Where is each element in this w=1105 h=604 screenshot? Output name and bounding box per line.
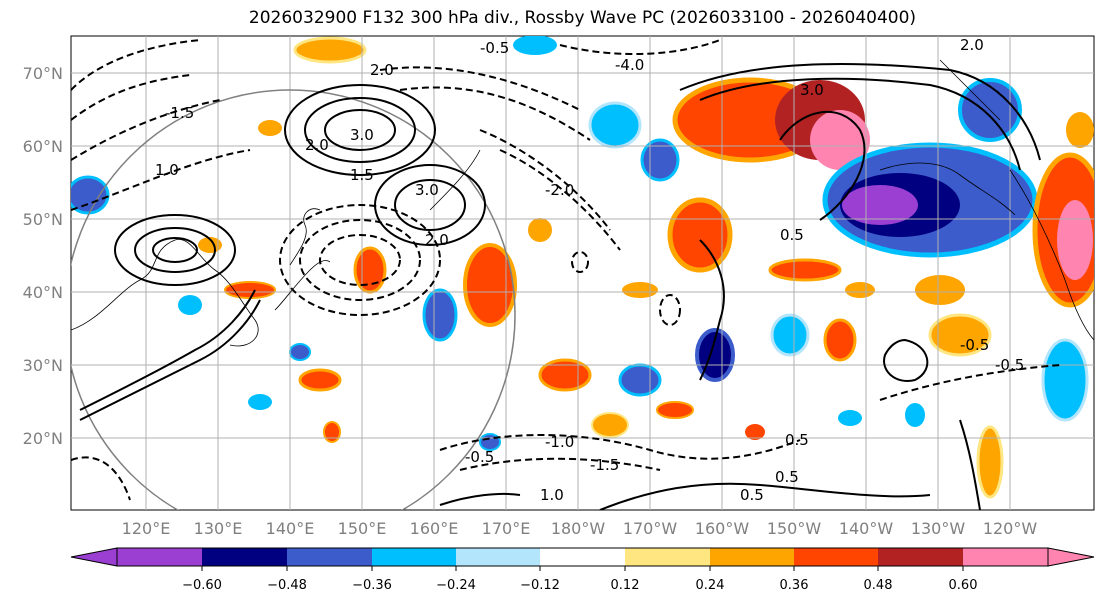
contour-label: 2.0 bbox=[370, 61, 394, 79]
longitude-axis: 120°E 130°E 140°E 150°E 160°E 170°E 180°… bbox=[122, 519, 1038, 538]
map-panel: 3.0 3.0 3.0 2.0 2.0 2.0 2.0 1.0 1.0 -0.5… bbox=[70, 35, 1095, 511]
lat-label: 60°N bbox=[23, 137, 63, 156]
contour-label: -1.5 bbox=[590, 456, 619, 474]
contour-label: 1.0 bbox=[155, 161, 179, 179]
lat-label: 40°N bbox=[23, 283, 63, 302]
colorbar-tick-label: −0.60 bbox=[182, 578, 222, 593]
colorbar-ticks bbox=[201, 566, 964, 571]
colorbar-tick-label: 0.12 bbox=[611, 578, 640, 593]
colorbar-tick-label: −0.36 bbox=[352, 578, 392, 593]
colorbar-segment bbox=[372, 548, 456, 566]
contour-labels: 3.0 3.0 3.0 2.0 2.0 2.0 2.0 1.0 1.0 -0.5… bbox=[155, 36, 1024, 504]
colorbar-segment bbox=[117, 548, 202, 566]
contour-label: 0.5 bbox=[775, 468, 799, 486]
contour-label: 3.0 bbox=[800, 81, 824, 99]
lon-label: 120°W bbox=[983, 519, 1038, 538]
colorbar-tick-label: 0.48 bbox=[864, 578, 893, 593]
contour-label: -1.0 bbox=[545, 433, 574, 451]
colorbar-segment bbox=[878, 548, 963, 566]
lon-label: 130°W bbox=[911, 519, 966, 538]
contour-label: -0.5 bbox=[465, 448, 494, 466]
colorbar-tick-label: −0.48 bbox=[267, 578, 307, 593]
colorbar-segment bbox=[287, 548, 372, 566]
lon-label: 150°E bbox=[338, 519, 387, 538]
contour-label: 2.0 bbox=[305, 136, 329, 154]
contour-label: 1.5 bbox=[350, 166, 374, 184]
colorbar-tick-label: 0.24 bbox=[696, 578, 725, 593]
colorbar-segment bbox=[794, 548, 878, 566]
lon-label: 170°W bbox=[623, 519, 678, 538]
lon-label: 170°E bbox=[482, 519, 531, 538]
contour-label: 3.0 bbox=[350, 126, 374, 144]
lon-label: 140°E bbox=[266, 519, 315, 538]
map-title: 2026032900 F132 300 hPa div., Rossby Wav… bbox=[248, 8, 917, 28]
colorbar-segment bbox=[963, 548, 1048, 566]
contour-label: 2.0 bbox=[960, 36, 984, 54]
contour-label: -1.5 bbox=[165, 104, 194, 122]
range-circle bbox=[71, 89, 516, 510]
colorbar-segment bbox=[625, 548, 710, 566]
contour-label: 3.0 bbox=[415, 181, 439, 199]
colorbar: −0.60 −0.48 −0.36 −0.24 −0.12 0.12 0.24 … bbox=[70, 547, 1095, 593]
contour-label: 0.5 bbox=[740, 486, 764, 504]
colorbar-extend-left bbox=[70, 547, 118, 567]
shaded-divergence-field bbox=[71, 36, 1094, 499]
contour-label: 2.0 bbox=[425, 231, 449, 249]
colorbar-tick-label: 0.36 bbox=[780, 578, 809, 593]
colorbar-segment bbox=[456, 548, 540, 566]
lat-label: 50°N bbox=[23, 210, 63, 229]
latitude-axis: 70°N 60°N 50°N 40°N 30°N 20°N bbox=[23, 64, 63, 448]
contours-positive bbox=[79, 63, 1041, 510]
contour-label: -0.5 bbox=[995, 356, 1024, 374]
colorbar-tick-label: −0.12 bbox=[520, 578, 560, 593]
lon-label: 180°W bbox=[551, 519, 606, 538]
colorbar-tick-label: −0.24 bbox=[436, 578, 476, 593]
colorbar-extend-right bbox=[1047, 547, 1095, 567]
contour-label: -0.5 bbox=[480, 39, 509, 57]
contours-negative bbox=[71, 39, 1061, 501]
contour-label: 0.5 bbox=[785, 431, 809, 449]
coastlines bbox=[71, 59, 1094, 347]
lon-label: 150°W bbox=[767, 519, 822, 538]
contour-label: -4.0 bbox=[615, 56, 644, 74]
lon-label: 160°W bbox=[695, 519, 750, 538]
lon-label: 140°W bbox=[839, 519, 894, 538]
lat-label: 30°N bbox=[23, 356, 63, 375]
contour-label: 0.5 bbox=[780, 226, 804, 244]
contour-label: -2.0 bbox=[545, 181, 574, 199]
colorbar-segment bbox=[540, 548, 625, 566]
colorbar-segment bbox=[710, 548, 794, 566]
lon-label: 160°E bbox=[410, 519, 459, 538]
lon-label: 130°E bbox=[194, 519, 243, 538]
contour-label: 1.0 bbox=[540, 486, 564, 504]
contour-label: -0.5 bbox=[960, 336, 989, 354]
lat-label: 70°N bbox=[23, 64, 63, 83]
colorbar-tick-label: 0.60 bbox=[949, 578, 978, 593]
colorbar-segment bbox=[202, 548, 287, 566]
lat-label: 20°N bbox=[23, 429, 63, 448]
lon-label: 120°E bbox=[122, 519, 171, 538]
